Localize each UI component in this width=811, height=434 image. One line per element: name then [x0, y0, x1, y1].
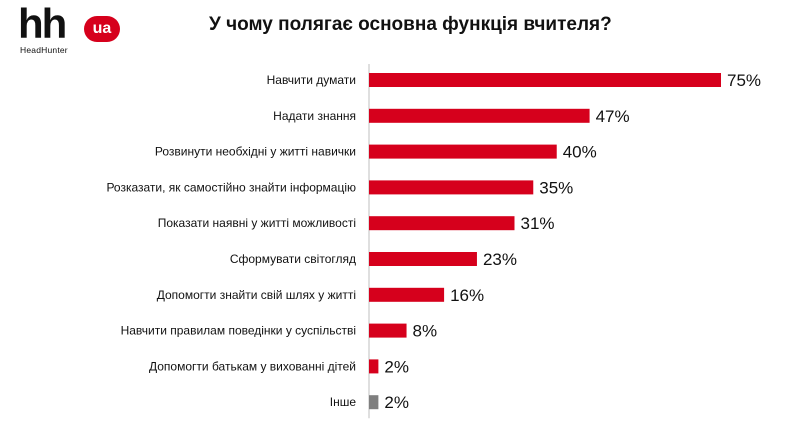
value-label: 31%	[520, 214, 554, 233]
category-label: Розвинути необхідні у житті навички	[155, 145, 356, 159]
bar	[369, 108, 590, 123]
value-label: 2%	[384, 357, 409, 376]
category-label: Допомогти знайти свій шлях у житті	[157, 288, 356, 302]
value-label: 35%	[539, 178, 573, 197]
bar	[369, 287, 445, 302]
bar	[369, 395, 379, 410]
category-label: Показати наявні у житті можливості	[158, 216, 356, 230]
category-label: Розказати, як самостійно знайти інформац…	[106, 180, 356, 194]
bar	[369, 252, 477, 266]
logo-badge: ua	[84, 16, 120, 42]
value-label: 75%	[727, 71, 761, 90]
category-label: Навчити правилам поведінки у суспільстві	[121, 324, 356, 338]
value-label: 16%	[450, 286, 484, 305]
bar	[369, 323, 407, 338]
value-label: 23%	[483, 250, 517, 269]
category-label: Навчити думати	[267, 73, 356, 87]
bar	[369, 216, 515, 231]
bar	[369, 180, 534, 195]
logo-mark: hh	[18, 0, 67, 47]
category-label: Сформувати світогляд	[230, 252, 356, 266]
value-label: 2%	[384, 393, 409, 412]
category-label: Допомогти батькам у вихованні дітей	[149, 359, 356, 373]
value-label: 8%	[413, 322, 438, 341]
logo-subtitle: HeadHunter	[20, 45, 68, 55]
chart-title: У чому полягає основна функція вчителя?	[209, 14, 612, 35]
logo-badge-text: ua	[92, 20, 112, 37]
category-label: Інше	[330, 395, 357, 409]
value-label: 40%	[563, 143, 597, 162]
bar	[369, 144, 557, 159]
value-label: 47%	[596, 107, 630, 126]
bar	[369, 73, 721, 87]
headhunter-logo: hh ua HeadHunter	[0, 0, 170, 62]
bar	[369, 359, 379, 374]
category-label: Надати знання	[273, 109, 356, 123]
